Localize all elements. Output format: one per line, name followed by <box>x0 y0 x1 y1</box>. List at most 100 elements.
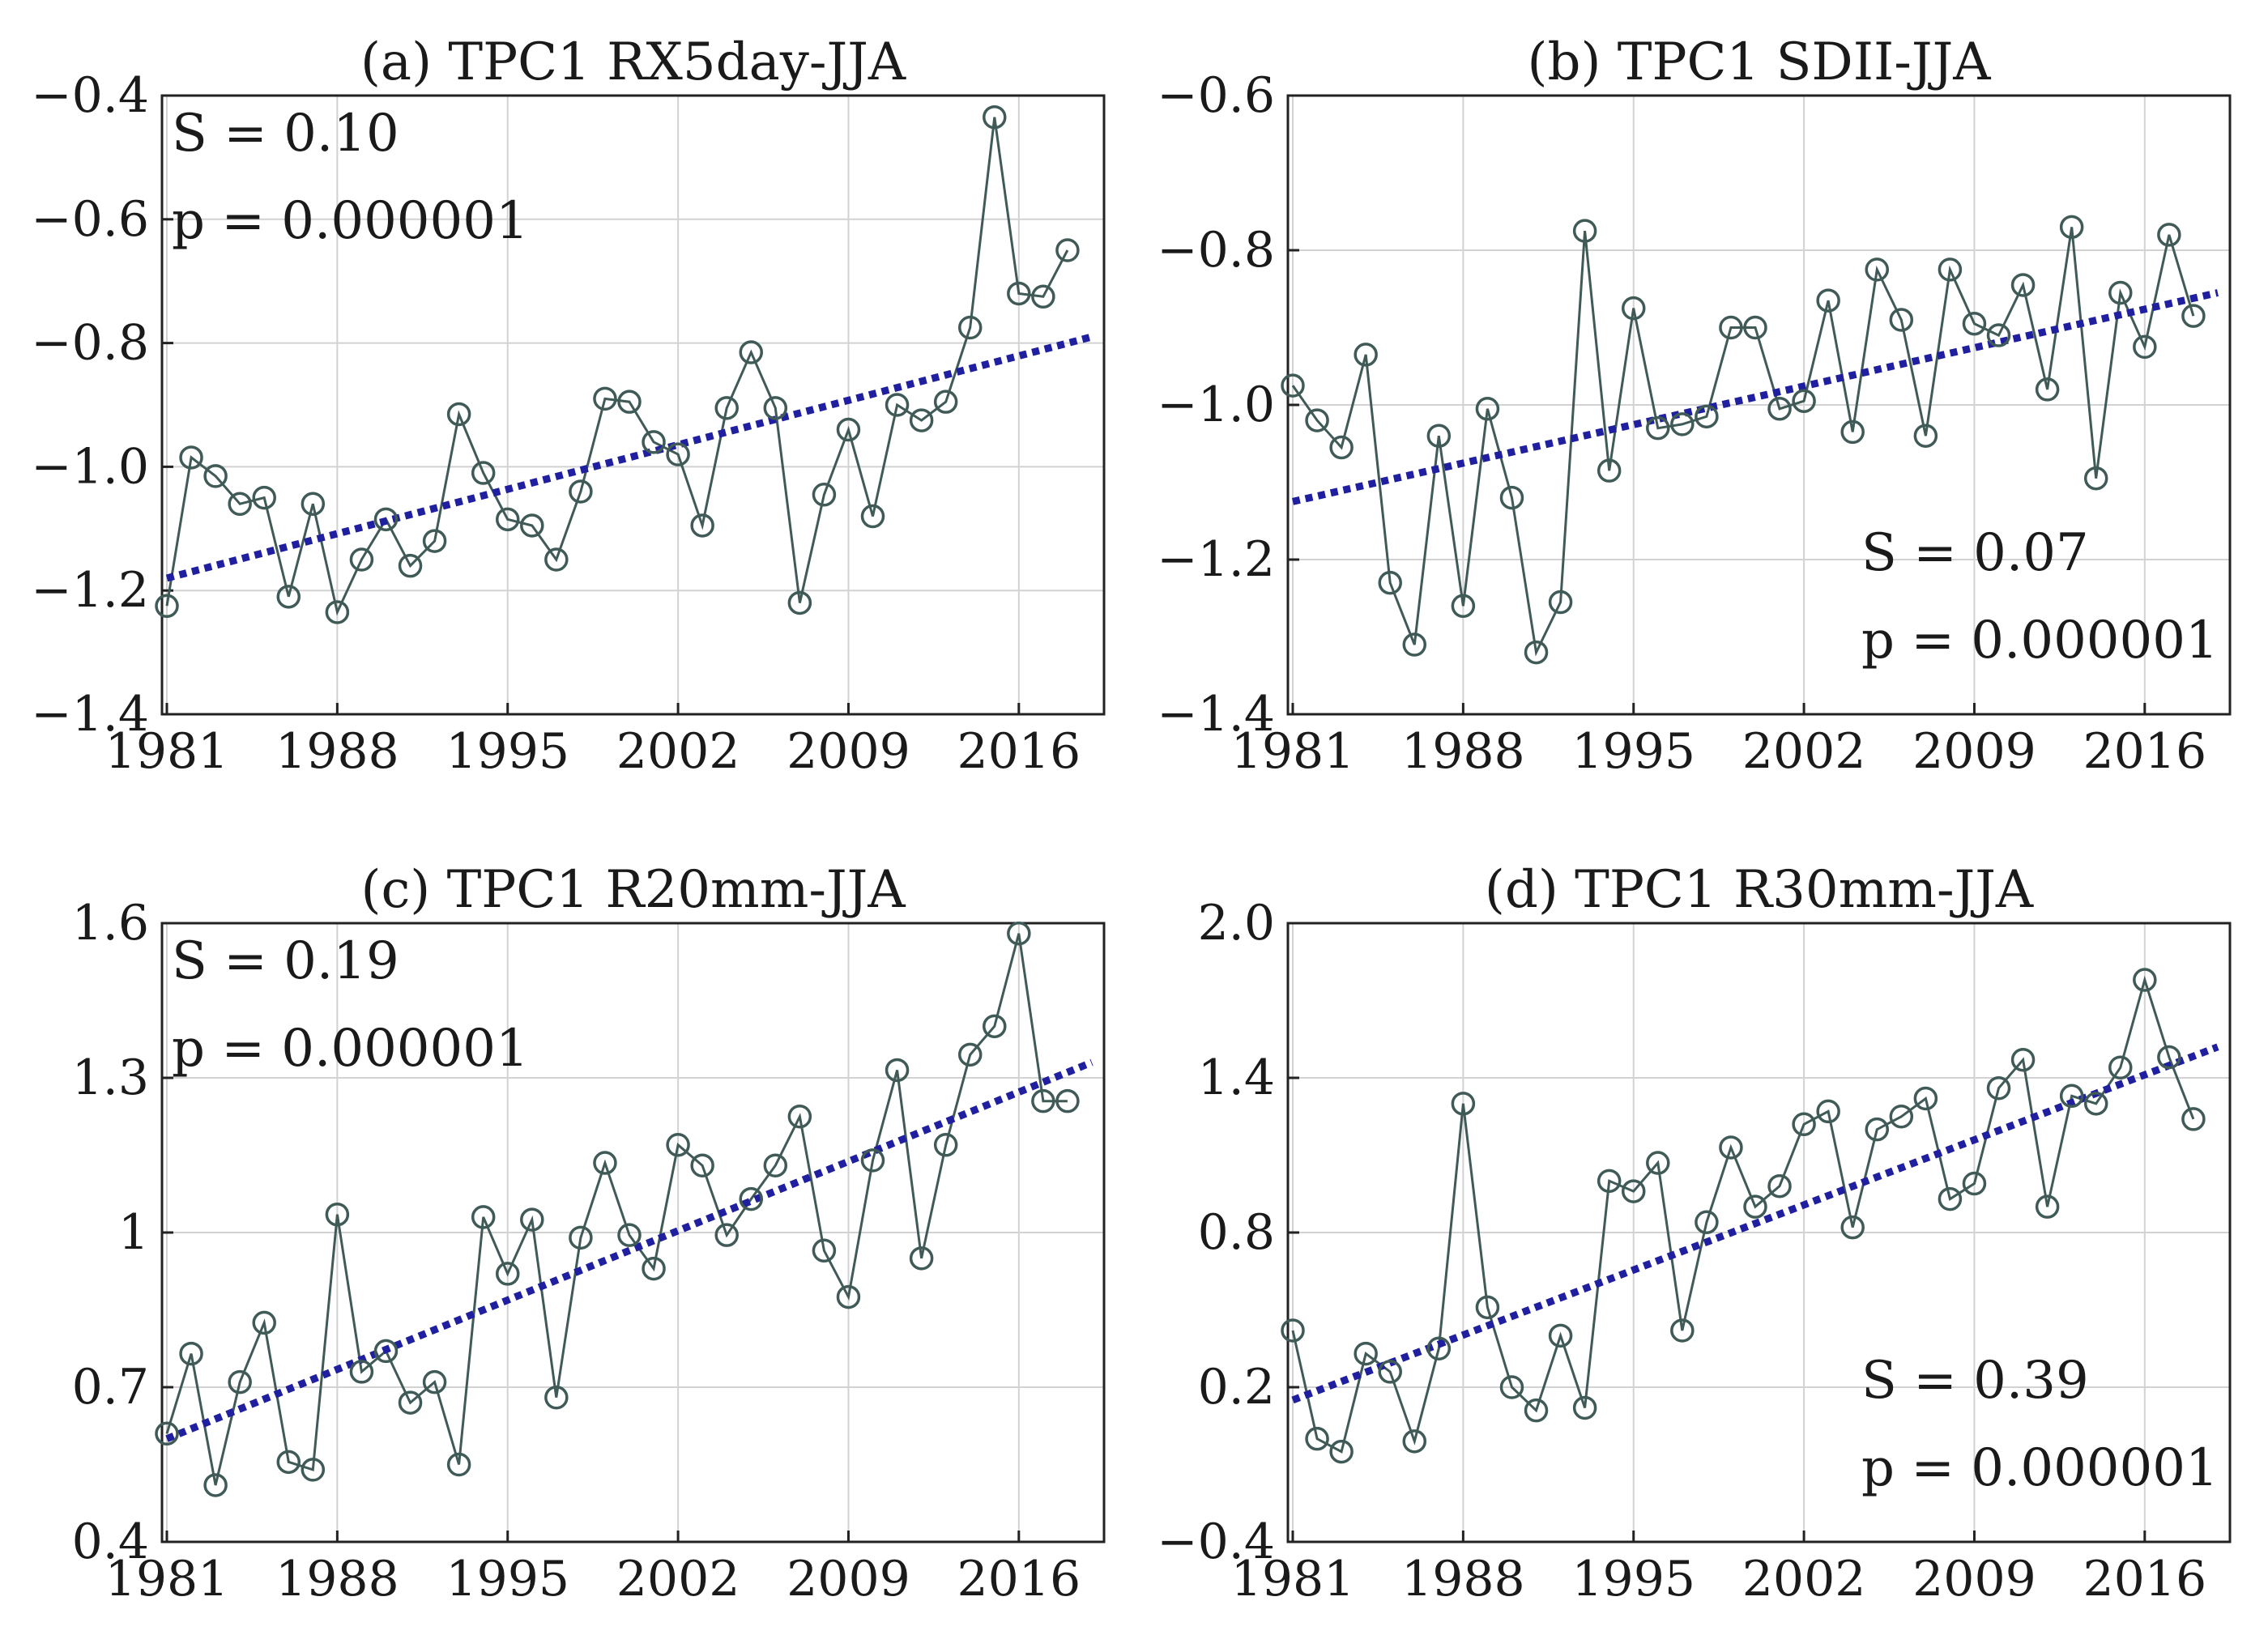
data-point <box>617 390 642 414</box>
data-point <box>2133 968 2157 992</box>
y-tick-label: −1.4 <box>31 686 149 743</box>
data-point <box>1329 1439 1354 1464</box>
data-point <box>739 340 764 364</box>
data-point <box>1451 594 1476 619</box>
data-point <box>933 1133 958 1157</box>
x-tick-label: 2002 <box>1742 1551 1866 1607</box>
data-point <box>763 1153 788 1177</box>
data-point <box>1792 1112 1816 1137</box>
data-point <box>2010 1047 2036 1072</box>
data-point <box>666 442 690 466</box>
data-point <box>1986 323 2011 347</box>
data-point <box>1621 296 1646 321</box>
data-point <box>690 513 714 538</box>
data-point <box>1816 1099 1840 1124</box>
data-point <box>1548 590 1573 615</box>
y-tick-label: 0.8 <box>1198 1204 1275 1261</box>
data-point <box>1451 1092 1476 1116</box>
data-point <box>1031 1088 1055 1113</box>
data-point <box>1055 238 1080 262</box>
data-point <box>2133 334 2157 360</box>
data-point <box>2059 1084 2084 1109</box>
series-line <box>165 933 1068 1486</box>
data-point <box>2083 466 2108 491</box>
trend-line <box>165 1058 1094 1442</box>
data-point <box>1767 397 1792 421</box>
p-value-annotation: p = 0.000001 <box>1861 1438 2219 1498</box>
y-tick-label: −0.6 <box>31 191 149 248</box>
data-point <box>2010 273 2036 297</box>
data-point <box>1402 632 1427 657</box>
data-point <box>349 547 374 572</box>
data-point <box>714 1223 739 1247</box>
data-point <box>495 1262 520 1286</box>
x-tick-label: 2016 <box>2083 723 2206 780</box>
x-tick-label: 2002 <box>1742 723 1866 780</box>
data-point <box>1743 1194 1767 1219</box>
data-point <box>860 1148 885 1173</box>
data-point <box>1597 1169 1622 1194</box>
data-point <box>1329 435 1354 460</box>
x-tick-label: 1988 <box>1401 723 1525 780</box>
y-tick-label: 0.7 <box>72 1359 149 1416</box>
slope-annotation: S = 0.10 <box>172 104 399 164</box>
data-point <box>1402 1429 1427 1454</box>
p-value-annotation: p = 0.000001 <box>172 1019 529 1079</box>
x-tick-label: 2009 <box>1912 1551 2036 1607</box>
chart-panel-d: 1981 1988 1995 2002 2009 2016 −0.4 0.2 0.8 1.4 2.0… <box>1157 860 2232 1607</box>
data-point <box>1475 397 1500 421</box>
data-point <box>446 402 471 427</box>
data-point <box>179 445 203 470</box>
data-point <box>1281 373 1305 398</box>
data-point <box>2157 223 2181 247</box>
data-point <box>2035 1194 2060 1219</box>
y-tick-label: −0.4 <box>31 67 149 124</box>
y-tick-label: −0.6 <box>1157 67 1275 124</box>
data-point <box>1646 415 1670 441</box>
data-point <box>471 461 496 485</box>
x-tick-label: 2002 <box>616 723 740 780</box>
data-point <box>398 1390 423 1415</box>
x-tick-label: 1995 <box>446 1551 569 1607</box>
data-point <box>1499 1375 1524 1399</box>
data-point <box>203 464 228 488</box>
data-point <box>642 430 666 454</box>
data-point <box>301 492 326 516</box>
data-point <box>422 1369 447 1394</box>
y-tick-label: −1.4 <box>1157 686 1275 743</box>
x-tick-label: 1981 <box>105 1551 229 1607</box>
data-point <box>2059 215 2084 240</box>
data-point <box>763 396 788 420</box>
x-tick-label: 2016 <box>957 723 1081 780</box>
data-point <box>1281 1318 1305 1343</box>
data-point <box>544 1385 569 1410</box>
x-tick-label: 1988 <box>275 723 399 780</box>
data-point <box>446 1452 471 1477</box>
data-point <box>860 504 885 529</box>
x-tick-label: 1988 <box>1401 1551 1525 1607</box>
data-point <box>1865 258 1890 282</box>
slope-annotation: S = 0.07 <box>1861 523 2089 583</box>
data-point <box>155 594 179 619</box>
data-point <box>1475 1295 1500 1320</box>
x-tick-label: 2009 <box>1912 723 2036 780</box>
data-point <box>1597 458 1622 483</box>
x-tick-label: 2002 <box>616 1551 740 1607</box>
data-point <box>1378 570 1402 595</box>
data-point <box>1938 1186 1963 1211</box>
y-tick-label: −0.4 <box>1157 1514 1275 1570</box>
data-point <box>1865 1117 1890 1142</box>
data-point <box>276 585 301 609</box>
data-point <box>228 1369 252 1394</box>
data-point <box>739 1186 764 1211</box>
series-line <box>1291 975 2195 1454</box>
data-point <box>1646 1151 1670 1175</box>
chart-panel-b: 1981 1988 1995 2002 2009 2016 −1.4 −1.2 −1.0 −0.8… <box>1157 32 2232 780</box>
data-point <box>1670 412 1695 436</box>
data-point <box>1816 288 1840 313</box>
data-point <box>1743 315 1767 340</box>
series-line <box>1291 227 2195 657</box>
data-point <box>1031 284 1055 309</box>
slope-annotation: S = 0.39 <box>1861 1351 2089 1411</box>
trend-line <box>165 333 1094 582</box>
